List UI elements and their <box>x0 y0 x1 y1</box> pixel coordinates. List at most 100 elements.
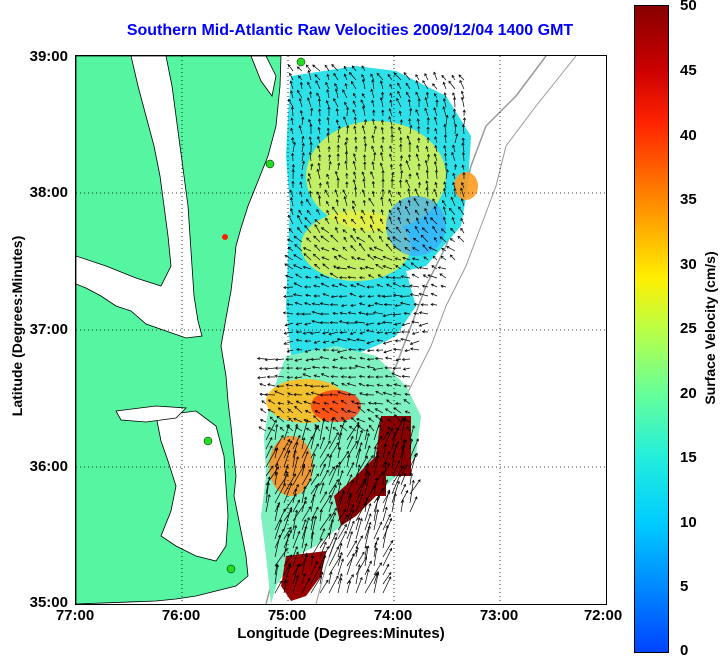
velocity-arrow-head <box>359 442 363 446</box>
velocity-arrow-head <box>424 73 428 77</box>
velocity-arrow <box>349 426 357 432</box>
velocity-arrow-head <box>358 311 362 315</box>
velocity-arrow-head <box>314 74 318 78</box>
velocity-arrow <box>375 358 384 360</box>
velocity-arrow-head <box>273 448 277 452</box>
velocity-arrow <box>355 556 367 576</box>
velocity-arrow <box>364 445 371 459</box>
velocity-arrow-head <box>312 401 316 405</box>
velocity-arrow <box>431 283 438 288</box>
velocity-arrow-head <box>314 263 318 267</box>
velocity-arrow <box>319 542 327 558</box>
velocity-arrow <box>348 349 357 351</box>
velocity-arrow-head <box>358 242 362 247</box>
velocity-arrow-head <box>373 445 378 450</box>
velocity-arrow-head <box>361 78 366 82</box>
velocity-arrow <box>294 244 303 252</box>
velocity-arrow-head <box>330 518 334 523</box>
velocity-arrow <box>373 152 376 162</box>
velocity-arrow-head <box>402 367 406 371</box>
velocity-arrow <box>368 198 375 207</box>
velocity-arrow-head <box>374 547 379 551</box>
velocity-arrow <box>423 274 429 279</box>
velocity-arrow <box>426 92 429 99</box>
velocity-arrow-head <box>389 163 394 168</box>
velocity-arrow-head <box>309 384 313 388</box>
velocity-arrow <box>267 409 276 414</box>
velocity-arrow-head <box>443 144 447 149</box>
velocity-arrow <box>337 490 345 513</box>
velocity-arrow <box>327 117 330 126</box>
velocity-arrow-head <box>339 424 343 428</box>
velocity-arrow-head <box>441 74 445 78</box>
velocity-arrow <box>413 312 420 315</box>
velocity-arrow <box>416 154 420 162</box>
velocity-arrow-head <box>421 330 425 334</box>
velocity-arrow-head <box>367 254 371 258</box>
velocity-arrow-head <box>418 311 422 315</box>
velocity-arrow-head <box>434 136 438 140</box>
velocity-arrow-head <box>302 247 307 251</box>
velocity-arrow-head <box>306 237 310 241</box>
velocity-arrow <box>453 115 456 126</box>
velocity-arrow-head <box>264 367 268 371</box>
velocity-arrow <box>337 338 348 342</box>
velocity-arrow-head <box>422 244 426 248</box>
velocity-arrow-head <box>376 383 380 387</box>
velocity-arrow-head <box>410 262 414 266</box>
velocity-arrow-head <box>283 294 287 299</box>
velocity-arrow <box>274 483 286 504</box>
velocity-arrow-head <box>434 169 439 173</box>
velocity-arrow <box>353 161 357 171</box>
velocity-arrow-head <box>387 451 391 455</box>
velocity-arrow-head <box>298 97 302 102</box>
velocity-arrow <box>390 92 393 99</box>
velocity-arrow-head <box>379 562 382 566</box>
colorbar <box>634 5 669 653</box>
velocity-arrow <box>336 108 339 117</box>
velocity-arrow-head <box>361 65 365 69</box>
velocity-arrow-head <box>386 418 390 422</box>
velocity-arrow <box>365 266 375 270</box>
velocity-arrow <box>356 402 366 405</box>
velocity-arrow <box>265 367 276 370</box>
velocity-arrow-head <box>371 161 375 165</box>
velocity-arrow-head <box>336 479 339 483</box>
velocity-arrow <box>313 253 321 261</box>
velocity-arrow <box>346 462 355 477</box>
velocity-arrow-head <box>342 89 346 93</box>
colorbar-tick: 25 <box>680 320 697 337</box>
velocity-arrow <box>391 474 401 495</box>
velocity-arrow-head <box>392 245 397 249</box>
colorbar-tick: 10 <box>680 514 697 531</box>
velocity-arrow-head <box>399 119 403 123</box>
velocity-arrow <box>283 527 292 540</box>
velocity-arrow <box>359 295 366 297</box>
velocity-arrow <box>328 161 331 171</box>
velocity-field <box>261 66 478 604</box>
velocity-arrow-head <box>415 74 419 78</box>
velocity-arrow-head <box>348 366 352 370</box>
velocity-arrow <box>427 154 429 162</box>
velocity-arrow-head <box>344 101 347 105</box>
velocity-arrow <box>438 266 447 270</box>
velocity-arrow <box>337 552 343 567</box>
velocity-arrow-head <box>388 216 392 220</box>
velocity-arrow-head <box>399 155 403 159</box>
station-marker-highlight <box>222 234 228 240</box>
velocity-arrow-head <box>296 563 300 568</box>
velocity-arrow-head <box>358 294 362 298</box>
velocity-arrow <box>376 331 384 334</box>
velocity-arrow <box>346 436 354 450</box>
velocity-arrow <box>339 320 348 324</box>
velocity-arrow <box>330 272 339 279</box>
velocity-arrow <box>388 116 393 126</box>
velocity-arrow-head <box>361 209 365 213</box>
velocity-arrow <box>328 571 332 585</box>
velocity-arrow-head <box>299 110 303 114</box>
velocity-arrow <box>445 169 448 180</box>
velocity-arrow <box>353 153 357 162</box>
velocity-arrow-head <box>413 311 417 316</box>
velocity-arrow-head <box>301 142 305 146</box>
velocity-arrow <box>400 338 411 342</box>
